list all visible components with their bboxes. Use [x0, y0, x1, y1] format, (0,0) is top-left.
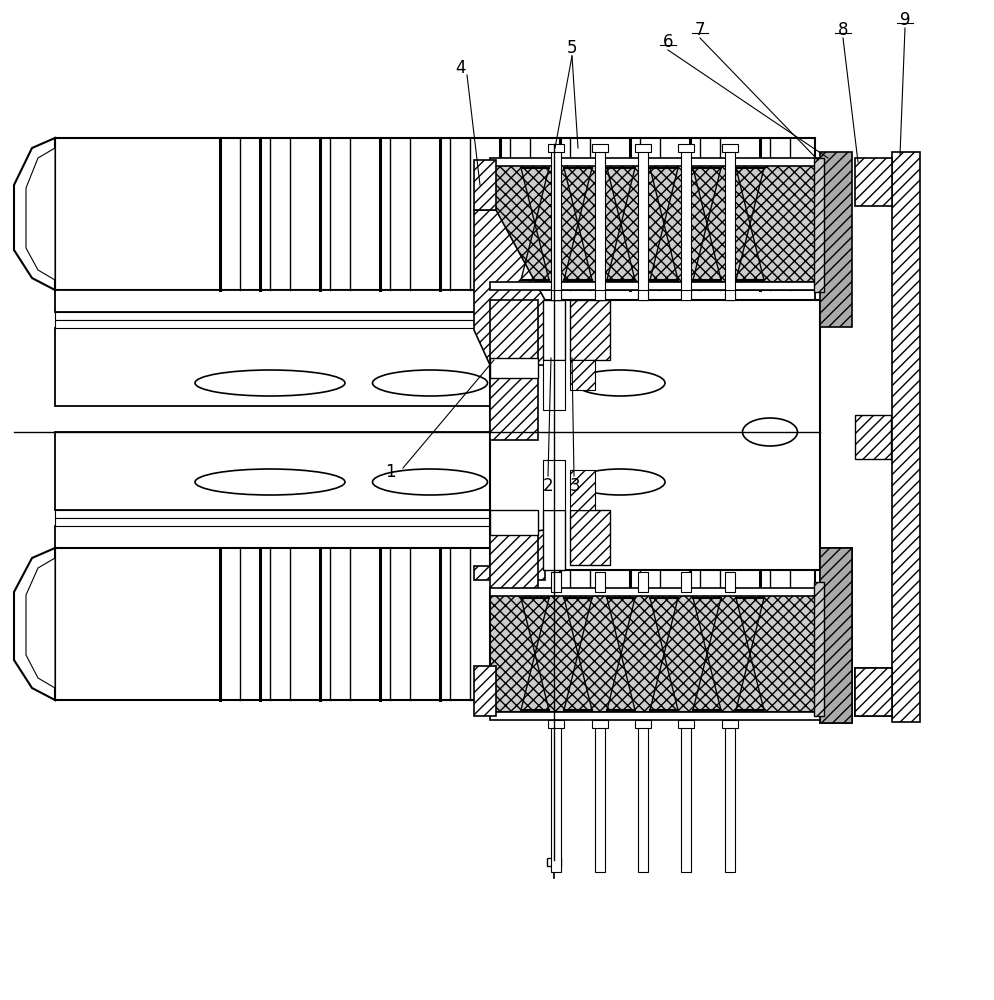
Polygon shape: [26, 558, 55, 688]
Bar: [490, 712, 820, 720]
Bar: [570, 510, 610, 565]
Text: 7: 7: [695, 21, 706, 39]
Bar: [635, 720, 651, 728]
Bar: [855, 668, 892, 716]
Ellipse shape: [195, 469, 345, 495]
Bar: [55, 320, 815, 328]
Bar: [55, 312, 815, 320]
Bar: [490, 510, 538, 535]
Bar: [490, 535, 538, 590]
Bar: [543, 510, 565, 570]
Bar: [638, 148, 648, 300]
Bar: [490, 162, 820, 282]
Bar: [820, 152, 852, 327]
Bar: [551, 720, 561, 872]
Bar: [55, 526, 815, 548]
Bar: [595, 148, 605, 300]
Bar: [725, 148, 735, 300]
Bar: [638, 720, 648, 872]
Bar: [681, 720, 691, 872]
Text: 4: 4: [454, 59, 465, 77]
Bar: [595, 720, 605, 872]
Bar: [855, 415, 891, 459]
Polygon shape: [474, 210, 545, 365]
Bar: [595, 290, 605, 300]
Bar: [595, 572, 605, 592]
Bar: [678, 144, 694, 152]
Text: 2: 2: [543, 477, 554, 495]
Bar: [474, 666, 496, 716]
Bar: [543, 360, 565, 410]
Ellipse shape: [743, 418, 797, 446]
Polygon shape: [26, 148, 55, 280]
Bar: [570, 300, 610, 360]
Text: 1: 1: [385, 463, 396, 481]
Bar: [722, 144, 738, 152]
Bar: [551, 572, 561, 592]
Bar: [635, 144, 651, 152]
Bar: [638, 572, 648, 592]
Ellipse shape: [575, 370, 665, 396]
Bar: [490, 158, 820, 166]
Bar: [814, 158, 824, 292]
Bar: [490, 592, 820, 712]
Bar: [725, 572, 735, 592]
Bar: [570, 360, 595, 390]
Bar: [678, 720, 694, 728]
Bar: [592, 720, 608, 728]
Bar: [55, 432, 815, 510]
Ellipse shape: [575, 469, 665, 495]
Ellipse shape: [373, 370, 487, 396]
Bar: [548, 144, 564, 152]
Bar: [490, 300, 820, 570]
Bar: [592, 144, 608, 152]
Text: 8: 8: [838, 21, 848, 39]
Bar: [725, 720, 735, 872]
Bar: [55, 548, 815, 700]
Bar: [725, 290, 735, 300]
Bar: [490, 358, 538, 378]
Bar: [814, 582, 824, 716]
Text: 5: 5: [567, 39, 578, 57]
Polygon shape: [474, 530, 545, 580]
Polygon shape: [14, 548, 55, 700]
Bar: [681, 148, 691, 300]
Bar: [681, 572, 691, 592]
Bar: [722, 720, 738, 728]
Bar: [551, 148, 561, 300]
Bar: [543, 300, 565, 360]
Bar: [490, 282, 820, 290]
Bar: [638, 290, 648, 300]
Ellipse shape: [373, 469, 487, 495]
Bar: [490, 300, 538, 440]
Bar: [548, 720, 564, 728]
Bar: [55, 138, 815, 290]
Bar: [55, 290, 815, 312]
Bar: [543, 460, 565, 510]
Bar: [547, 858, 561, 866]
Bar: [681, 290, 691, 300]
Text: 6: 6: [663, 33, 673, 51]
Bar: [551, 290, 561, 300]
Bar: [855, 158, 892, 206]
Bar: [892, 152, 920, 722]
Bar: [570, 470, 595, 510]
Bar: [474, 160, 496, 210]
Bar: [820, 548, 852, 723]
Bar: [855, 668, 892, 716]
Bar: [55, 328, 815, 406]
Bar: [55, 518, 815, 526]
Polygon shape: [14, 138, 55, 290]
Text: 3: 3: [570, 477, 580, 495]
Ellipse shape: [195, 370, 345, 396]
Bar: [55, 510, 815, 518]
Bar: [820, 548, 852, 723]
Bar: [490, 588, 820, 596]
Text: 9: 9: [900, 11, 911, 29]
